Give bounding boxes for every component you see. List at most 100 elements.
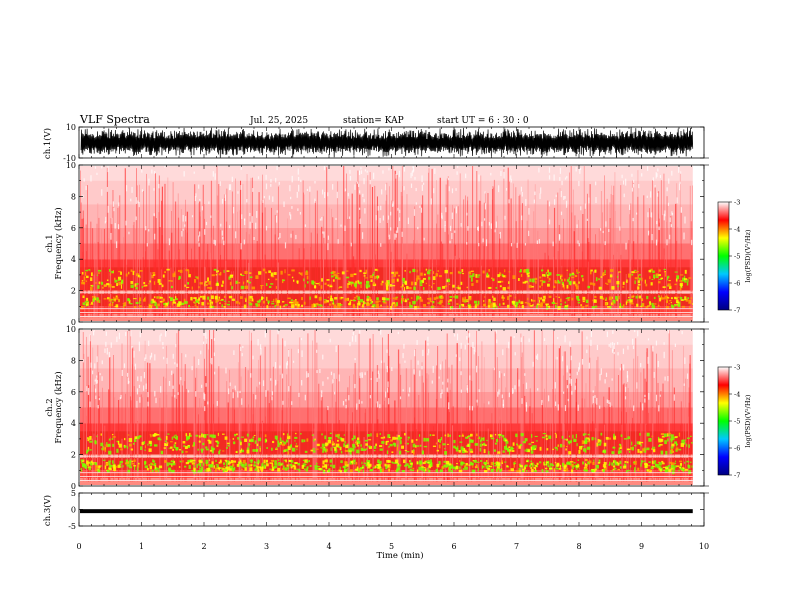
- ch1-spectrogram-emission: [204, 282, 206, 287]
- ch2-spectrogram-emission: [329, 432, 332, 435]
- ch2-spectrogram-emission: [239, 449, 242, 453]
- ch2-spectrogram-emission: [489, 434, 492, 437]
- ch1-spectrogram-speckle: [680, 171, 682, 174]
- ch1-spectrogram-emission: [219, 302, 221, 304]
- ch1-spectrogram-speckle: [449, 225, 452, 232]
- ch2-spectrogram-emission: [344, 441, 346, 443]
- ch1-spectrogram-speckle: [327, 192, 329, 197]
- ch2-spectrogram-speckle: [168, 380, 171, 386]
- ch2-spectrogram-speckle: [96, 356, 98, 363]
- ch2-spectrogram-emission: [231, 467, 235, 472]
- ch2-spectrogram-emission: [277, 440, 279, 444]
- ch2-spectrogram-emission: [661, 435, 665, 438]
- ch1-spectrogram-speckle: [395, 230, 397, 234]
- ch2-spectrogram-emission: [94, 462, 98, 466]
- ch1-spectrogram-speckle: [392, 201, 394, 207]
- ch1-spectrogram-emission: [139, 275, 141, 278]
- ch2-spectrogram-emission: [211, 447, 215, 451]
- ch2-spectrogram-emission: [572, 434, 574, 439]
- ch2-spectrogram-emission: [416, 445, 420, 447]
- ch2-spectrogram-emission: [108, 466, 112, 470]
- ch1-spectrogram-emission: [166, 302, 168, 307]
- ch1-spectrogram-emission: [466, 300, 469, 302]
- ch1-spectrogram-emission: [508, 271, 511, 273]
- ch2-spectrogram-emission: [225, 468, 228, 472]
- ch2-colorbar-tick-label: -6: [734, 445, 740, 453]
- ch1-spectrogram-speckle: [278, 181, 280, 185]
- ch2-spectrogram-emission: [332, 441, 334, 444]
- ch1-spectrogram-emission: [609, 269, 614, 272]
- ch2-spectrogram-emission: [211, 461, 214, 465]
- ch1-spectrogram-ylabel-channel: ch.1: [45, 234, 55, 252]
- ch2-spectrogram-emission: [483, 470, 488, 473]
- ch1-spectrogram-emission: [520, 274, 523, 277]
- ch2-spectrogram-emission: [627, 469, 630, 472]
- ch2-spectrogram-emission: [420, 466, 424, 469]
- ch1-spectrogram-emission: [198, 286, 200, 289]
- ch2-spectrogram-speckle: [385, 391, 387, 398]
- ch2-spectrogram-emission: [316, 443, 320, 447]
- ch1-spectrogram-emission: [193, 301, 196, 304]
- ch2-spectrogram-emission: [375, 443, 377, 447]
- ch2-spectrogram-emission: [497, 451, 501, 454]
- ch1-spectrogram-emission: [283, 305, 285, 307]
- ch2-spectrogram-emission: [469, 439, 472, 443]
- ch1-spectrogram-emission: [554, 302, 558, 305]
- ch2-spectrogram-emission: [451, 470, 453, 474]
- ch2-spectrogram-emission: [164, 443, 167, 447]
- ch1-spectrogram-emission: [477, 300, 480, 305]
- ch2-spectrogram-speckle: [596, 397, 598, 405]
- ch2-spectrogram-emission: [664, 440, 667, 445]
- ch2-spectrogram-emission: [205, 448, 209, 451]
- ch1-spectrogram-emission: [319, 304, 323, 307]
- ch2-spectrogram-emission: [202, 462, 205, 466]
- ch1-spectrogram-emission: [391, 271, 395, 274]
- ch1-spectrogram-speckle: [322, 231, 324, 234]
- ch2-spectrogram-emission: [494, 442, 497, 445]
- ch2-spectrogram-emission: [103, 447, 105, 451]
- ch1-spectrogram-emission: [295, 301, 299, 305]
- ch2-spectrogram-emission: [155, 467, 158, 470]
- ch1-spectrogram-speckle: [249, 212, 251, 217]
- ch1-spectrogram-emission: [626, 299, 629, 304]
- ch1-spectrogram-emission: [565, 306, 568, 310]
- ch1-spectrogram-emission: [444, 269, 448, 274]
- ch2-spectrogram-emission: [573, 438, 577, 442]
- ch2-spectrogram-emission: [356, 440, 358, 445]
- ch1-spectrogram-emission: [293, 300, 297, 304]
- ch1-spectrogram-emission: [585, 299, 589, 304]
- ch2-spectrogram-speckle: [379, 404, 381, 409]
- ch1-spectrogram-emission: [339, 304, 343, 306]
- ch2-spectrogram-emission: [612, 460, 617, 463]
- ch2-spectrogram-emission: [226, 465, 228, 467]
- ch1-spectrogram-emission: [556, 274, 560, 276]
- ch2-spectrogram-emission: [530, 467, 533, 469]
- ch1-spectrogram-emission: [164, 305, 168, 307]
- ch2-spectrogram-emission: [198, 462, 202, 466]
- ch2-spectrogram-emission: [88, 466, 92, 469]
- ch2-spectrogram-emission: [530, 450, 534, 454]
- ch2-spectrogram-emission: [229, 468, 232, 471]
- ch2-spectrogram-emission: [210, 468, 212, 473]
- ch1-spectrogram-emission: [338, 287, 340, 289]
- ch1-spectrogram-emission: [618, 295, 620, 300]
- ch1-spectrogram-speckle: [655, 172, 657, 179]
- ch2-spectrogram-emission: [279, 441, 283, 444]
- ch1-spectrogram-emission: [607, 279, 612, 283]
- ch2-spectrogram-emission: [343, 465, 347, 468]
- ch1-spectrogram-speckle: [638, 184, 640, 189]
- ch2-spectrogram-emission: [188, 432, 191, 437]
- ch2-spectrogram-emission: [507, 448, 510, 452]
- ch2-spectrogram-speckle: [528, 338, 530, 343]
- ch2-spectrogram-emission: [462, 433, 464, 437]
- ch2-spectrogram-emission: [108, 468, 112, 471]
- ch2-spectrogram-speckle: [380, 360, 383, 364]
- ch2-spectrogram-emission: [210, 446, 213, 450]
- ch2-spectrogram-speckle: [622, 348, 625, 355]
- ch2-spectrogram-emission: [396, 446, 399, 451]
- ch2-spectrogram-speckle: [569, 373, 571, 377]
- ch1-spectrogram-emission: [564, 305, 566, 310]
- ch1-spectrogram-speckle: [621, 174, 623, 179]
- ch2-spectrogram-emission: [127, 469, 131, 474]
